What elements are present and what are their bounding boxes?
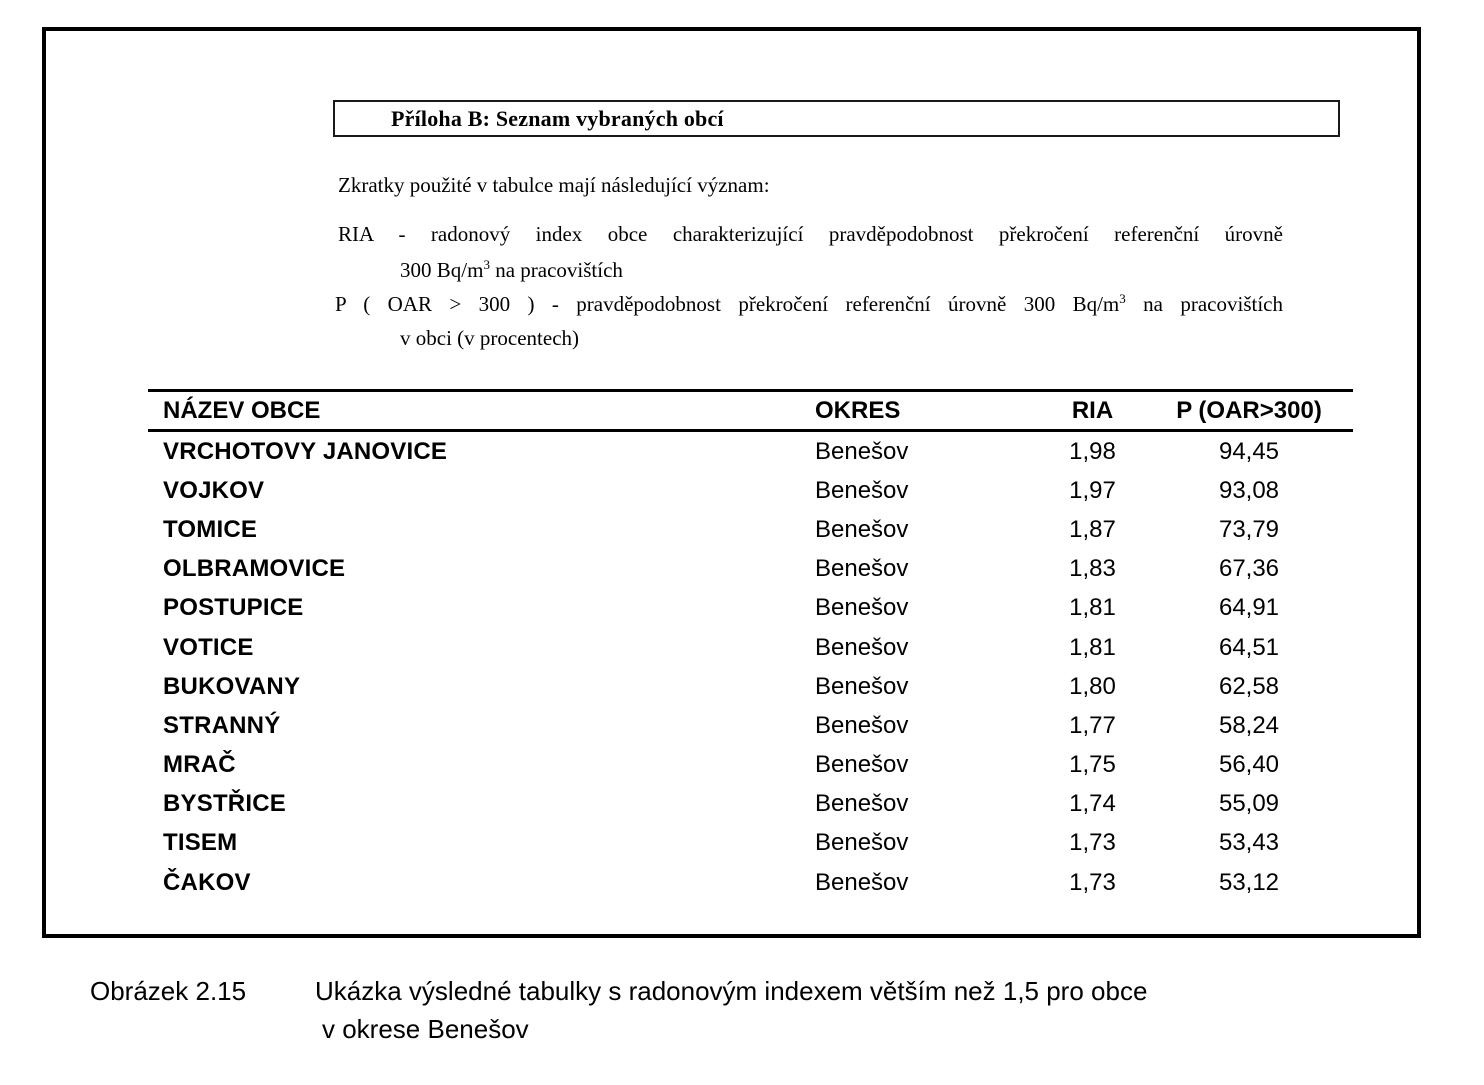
- header-p-oar: P (OAR>300): [1176, 396, 1322, 424]
- cell-p-oar: 62,58: [1218, 672, 1280, 700]
- municipality-table: NÁZEV OBCE OKRES RIA P (OAR>300) VRCHOTO…: [148, 389, 1353, 902]
- cell-okres: Benešov: [815, 711, 909, 739]
- figure-caption-label: Obrázek 2.15: [90, 976, 247, 1006]
- table-row: OLBRAMOVICE Benešov 1,83 67,36: [148, 550, 1353, 589]
- table-row: VOJKOV Benešov 1,97 93,08: [148, 471, 1353, 510]
- cell-okres: Benešov: [815, 829, 909, 857]
- header-nazev-obce: NÁZEV OBCE: [163, 396, 321, 424]
- table-row: STRANNÝ Benešov 1,77 58,24: [148, 706, 1353, 745]
- cell-nazev-obce: OLBRAMOVICE: [163, 555, 346, 583]
- cell-ria: 1,81: [1069, 594, 1116, 622]
- cell-nazev-obce: VOJKOV: [163, 476, 265, 504]
- appendix-title-box: Příloha B: Seznam vybraných obcí: [333, 100, 1340, 137]
- figure-frame: [42, 27, 1421, 938]
- cell-okres: Benešov: [815, 476, 909, 504]
- cell-ria: 1,77: [1069, 711, 1116, 739]
- cell-p-oar: 67,36: [1218, 555, 1280, 583]
- cell-okres: Benešov: [815, 868, 909, 896]
- cell-okres: Benešov: [815, 515, 909, 543]
- cell-p-oar: 55,09: [1218, 790, 1280, 818]
- cell-p-oar: 73,79: [1218, 515, 1280, 543]
- p-oar-line1-text-cont: na pracovištích: [1125, 292, 1283, 316]
- cell-ria: 1,97: [1069, 476, 1116, 504]
- cell-okres: Benešov: [815, 633, 909, 661]
- cell-okres: Benešov: [815, 555, 909, 583]
- cell-okres: Benešov: [815, 437, 909, 465]
- p-oar-line1-text: P ( OAR > 300 ) - pravděpodobnost překro…: [335, 292, 1120, 316]
- p-oar-definition-line1: P ( OAR > 300 ) - pravděpodobnost překro…: [335, 292, 1283, 317]
- table-row: ČAKOV Benešov 1,73 53,12: [148, 863, 1353, 902]
- ria-definition-line2: 300 Bq/m3 na pracovištích: [400, 258, 623, 283]
- cell-p-oar: 58,24: [1218, 711, 1280, 739]
- cell-ria: 1,83: [1069, 555, 1116, 583]
- cell-nazev-obce: TOMICE: [163, 515, 258, 543]
- header-okres: OKRES: [815, 396, 901, 424]
- figure-caption-text: Ukázka výsledné tabulky s radonovým inde…: [315, 972, 1405, 1048]
- table-row: POSTUPICE Benešov 1,81 64,91: [148, 589, 1353, 628]
- table-row: BYSTŘICE Benešov 1,74 55,09: [148, 785, 1353, 824]
- appendix-title: Příloha B: Seznam vybraných obcí: [391, 106, 724, 131]
- cell-okres: Benešov: [815, 594, 909, 622]
- cell-p-oar: 56,40: [1218, 751, 1280, 779]
- ria-line2-text-cont: na pracovištích: [489, 258, 623, 282]
- cell-p-oar: 64,51: [1218, 633, 1280, 661]
- cell-p-oar: 93,08: [1218, 476, 1280, 504]
- ria-definition-line1: RIA - radonový index obce charakterizují…: [338, 222, 1283, 246]
- cell-p-oar: 53,12: [1218, 868, 1280, 896]
- table-row: VRCHOTOVY JANOVICE Benešov 1,98 94,45: [148, 432, 1353, 471]
- cell-nazev-obce: VRCHOTOVY JANOVICE: [163, 437, 448, 465]
- table-row: VOTICE Benešov 1,81 64,51: [148, 628, 1353, 667]
- cell-p-oar: 94,45: [1218, 437, 1280, 465]
- cell-ria: 1,74: [1069, 790, 1116, 818]
- table-body: VRCHOTOVY JANOVICE Benešov 1,98 94,45 VOJKOV…: [148, 432, 1353, 902]
- cell-ria: 1,73: [1069, 829, 1116, 857]
- cell-ria: 1,80: [1069, 672, 1116, 700]
- table-row: BUKOVANY Benešov 1,80 62,58: [148, 667, 1353, 706]
- cell-p-oar: 53,43: [1218, 829, 1280, 857]
- cell-nazev-obce: STRANNÝ: [163, 711, 281, 739]
- table-row: TOMICE Benešov 1,87 73,79: [148, 510, 1353, 549]
- figure-caption-line1: Ukázka výsledné tabulky s radonovým inde…: [315, 976, 1148, 1006]
- cell-ria: 1,75: [1069, 751, 1116, 779]
- p-oar-definition-line2: v obci (v procentech): [400, 326, 580, 350]
- superscript-3: 3: [483, 257, 490, 272]
- cell-okres: Benešov: [815, 672, 909, 700]
- cell-ria: 1,73: [1069, 868, 1116, 896]
- header-ria: RIA: [1071, 396, 1114, 424]
- figure-caption-line2: v okrese Benešov: [322, 1014, 529, 1044]
- cell-nazev-obce: VOTICE: [163, 633, 254, 661]
- intro-text: Zkratky použité v tabulce mají následují…: [338, 173, 770, 197]
- cell-nazev-obce: TISEM: [163, 829, 238, 857]
- cell-ria: 1,87: [1069, 515, 1116, 543]
- table-row: MRAČ Benešov 1,75 56,40: [148, 746, 1353, 785]
- cell-okres: Benešov: [815, 790, 909, 818]
- cell-ria: 1,81: [1069, 633, 1116, 661]
- cell-nazev-obce: BYSTŘICE: [163, 790, 286, 818]
- superscript-3: 3: [1119, 291, 1126, 306]
- table-header-row: NÁZEV OBCE OKRES RIA P (OAR>300): [148, 389, 1353, 432]
- cell-nazev-obce: MRAČ: [163, 751, 236, 779]
- table-row: TISEM Benešov 1,73 53,43: [148, 824, 1353, 863]
- cell-nazev-obce: BUKOVANY: [163, 672, 301, 700]
- cell-nazev-obce: POSTUPICE: [163, 594, 304, 622]
- cell-p-oar: 64,91: [1218, 594, 1280, 622]
- cell-nazev-obce: ČAKOV: [163, 868, 251, 896]
- cell-ria: 1,98: [1069, 437, 1116, 465]
- ria-line2-text: 300 Bq/m: [400, 258, 484, 282]
- cell-okres: Benešov: [815, 751, 909, 779]
